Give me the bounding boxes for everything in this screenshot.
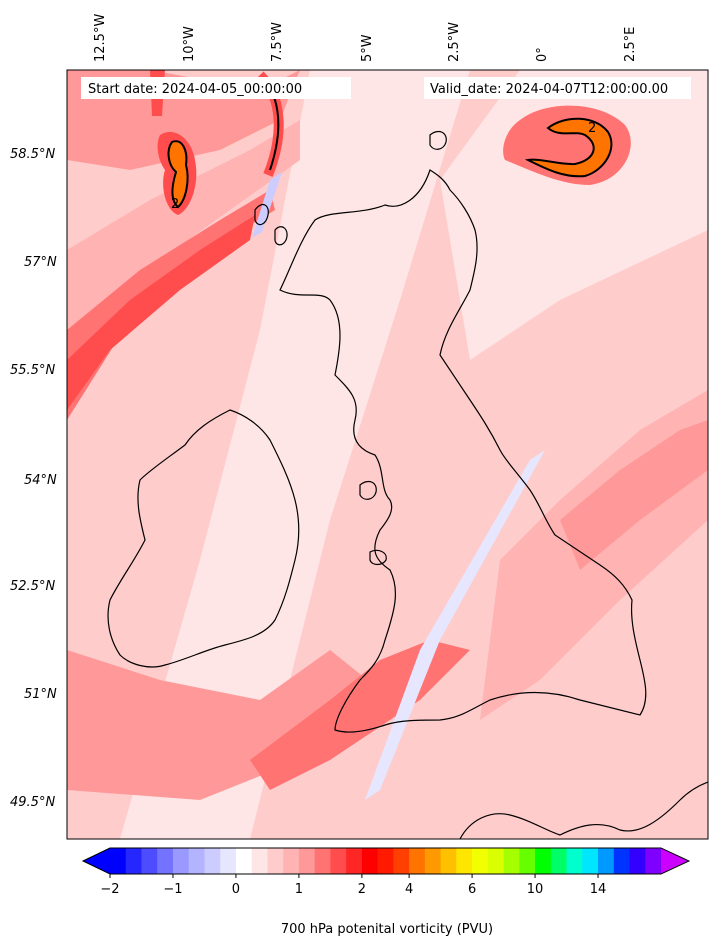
colorbar-tick-label: 4 — [405, 882, 413, 897]
colorbar-tick-label: 1 — [295, 882, 303, 897]
start-date-box — [81, 77, 351, 99]
pv-band-medium-west — [67, 120, 300, 330]
colorbar-cell — [346, 848, 363, 874]
colorbar-cell — [361, 848, 379, 874]
colorbar-cell — [645, 848, 662, 874]
colorbar-tick-label: 6 — [468, 882, 476, 897]
colorbar: −2 −1 0 1 2 4 6 10 14 700 hPa potenital vorticit… — [81, 847, 691, 937]
colorbar-cell — [330, 848, 347, 874]
pv-band-southeast-strong — [560, 420, 708, 570]
lon-label-7-5w: 7.5°W — [270, 22, 285, 62]
contour-label-northeast: 2 — [588, 121, 596, 136]
colorbar-cell — [535, 848, 552, 874]
colorbar-cell — [251, 848, 268, 874]
lat-label-54n: 54°N — [24, 473, 57, 488]
colorbar-tick-label: −2 — [100, 882, 119, 897]
colorbar-tick-label: 14 — [590, 882, 607, 897]
colorbar-cell — [110, 848, 127, 874]
lon-label-10w: 10°W — [182, 26, 197, 62]
valid-date-label: Valid_date: 2024-04-07T12:00:00.00 — [430, 82, 668, 97]
coastline-ireland — [107, 409, 300, 668]
contour-label-northwest: 2 — [171, 197, 179, 212]
colorbar-extend-high — [661, 848, 689, 874]
colorbar-cell — [377, 848, 394, 874]
coastline-hebrides — [254, 203, 288, 246]
colorbar-cell — [298, 848, 316, 874]
map-frame — [66, 69, 709, 840]
colorbar-cell — [550, 848, 568, 874]
coastline-isle-of-man — [359, 480, 377, 500]
pv-blob-northwest-core — [167, 140, 189, 209]
colorbar-cell — [598, 848, 615, 874]
colorbar-cell — [503, 848, 520, 874]
lon-label-12-5w: 12.5°W — [93, 14, 108, 62]
colorbar-cell — [314, 848, 331, 874]
pv-band-southwest — [67, 650, 380, 800]
longitude-labels: 12.5°W 10°W 7.5°W 5°W 2.5°W 0° 2.5°E — [93, 14, 638, 62]
colorbar-cell — [472, 848, 489, 874]
colorbar-cell — [582, 848, 599, 874]
colorbar-cell — [204, 848, 221, 874]
start-date-label: Start date: 2024-04-05_00:00:00 — [88, 82, 302, 97]
lon-label-0: 0° — [535, 47, 550, 62]
colorbar-cell — [125, 848, 142, 874]
lat-label-55-5n: 55.5°N — [10, 363, 55, 378]
colorbar-cell — [157, 848, 174, 874]
colorbar-tick-label: −1 — [163, 882, 182, 897]
valid-date-box — [424, 77, 691, 99]
colorbar-cell — [188, 848, 205, 874]
pv-band-strong-west — [67, 190, 275, 420]
colorbar-cell — [566, 848, 583, 874]
lat-label-51n: 51°N — [24, 687, 57, 702]
colorbar-cell — [613, 848, 631, 874]
lon-label-2-5w: 2.5°W — [447, 22, 462, 62]
colorbar-tick-label: 2 — [358, 882, 366, 897]
coastline-orkney — [429, 130, 447, 150]
coastline-great-britain — [279, 169, 647, 733]
colorbar-tick-label: 10 — [527, 882, 544, 897]
colorbar-cells — [110, 848, 662, 874]
lat-label-57n: 57°N — [24, 255, 57, 270]
map-panel — [67, 70, 708, 839]
colorbar-cell — [220, 848, 237, 874]
colorbar-cell — [456, 848, 473, 874]
colorbar-cell — [487, 848, 505, 874]
latitude-labels: 58.5°N 57°N 55.5°N 54°N 52.5°N 51°N 49.5… — [10, 147, 57, 810]
lon-label-5w: 5°W — [360, 34, 375, 62]
colorbar-cell — [141, 848, 158, 874]
pv-band-light — [120, 70, 470, 839]
pv-negative-streak — [365, 450, 545, 800]
pv-negative-streak-nw — [252, 172, 282, 238]
pv-blob-northeast-core — [524, 117, 613, 178]
colorbar-cell — [393, 848, 410, 874]
colorbar-ticks: −2 −1 0 1 2 4 6 10 14 — [100, 874, 606, 897]
coastlines — [107, 130, 708, 839]
coastline-france — [459, 781, 708, 839]
colorbar-cell — [235, 848, 253, 874]
coastline-anglesey — [369, 549, 387, 566]
lat-label-52-5n: 52.5°N — [10, 579, 55, 594]
pv-band-strongest-west — [67, 215, 255, 410]
colorbar-label: 700 hPa potenital vorticity (PVU) — [281, 922, 493, 937]
lat-label-49-5n: 49.5°N — [10, 795, 55, 810]
colorbar-cell — [283, 848, 300, 874]
colorbar-cell — [519, 848, 536, 874]
colorbar-extend-low — [83, 848, 110, 874]
colorbar-cell — [267, 848, 284, 874]
lon-label-2-5e: 2.5°E — [623, 27, 638, 62]
lat-label-58-5n: 58.5°N — [10, 147, 55, 162]
colorbar-cell — [440, 848, 457, 874]
colorbar-cell — [409, 848, 426, 874]
colorbar-cell — [629, 848, 646, 874]
colorbar-tick-label: 0 — [232, 882, 240, 897]
colorbar-cell — [172, 848, 190, 874]
colorbar-cell — [424, 848, 442, 874]
